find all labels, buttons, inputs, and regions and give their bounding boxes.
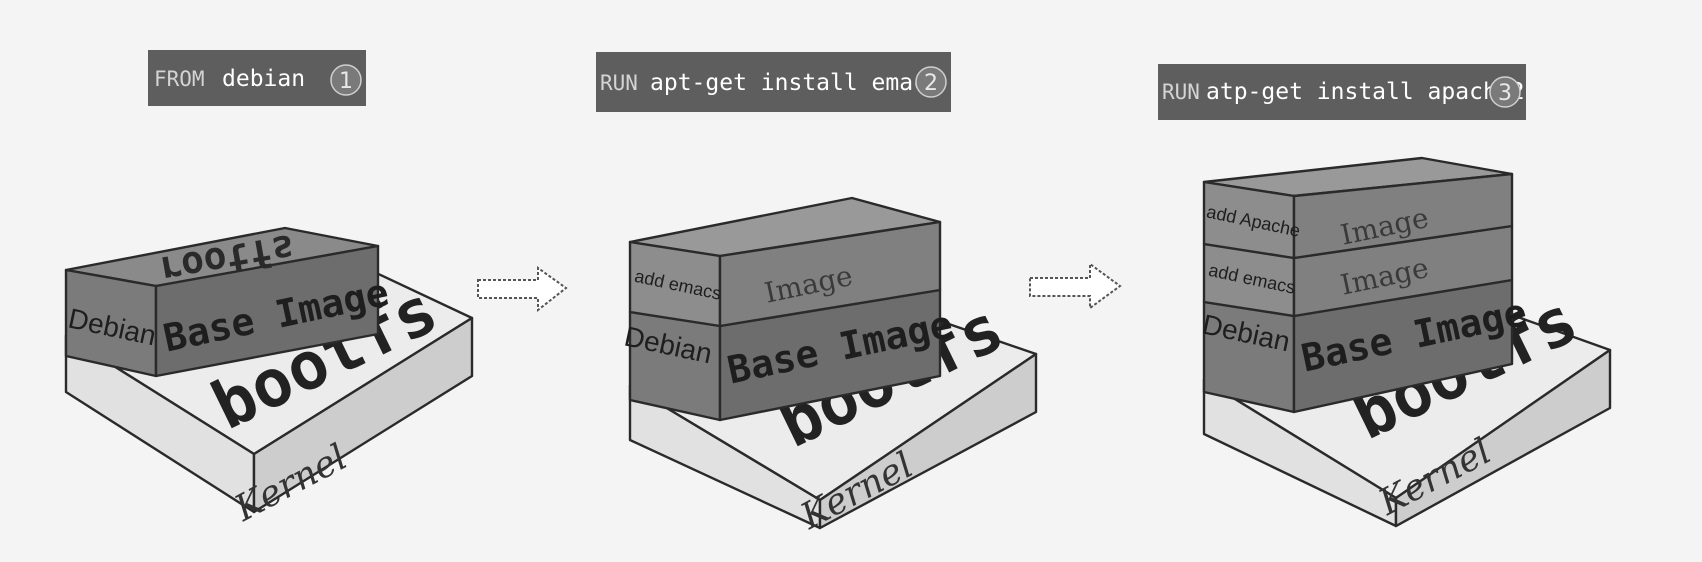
base-image-layer: Debian Base Image rootfs bbox=[64, 226, 392, 378]
command-text: atp-get install apache2 bbox=[1206, 79, 1525, 105]
stack-1: Kernel bootfs Debian Base Image rootfs bbox=[64, 226, 474, 530]
command-box-bg bbox=[1158, 64, 1526, 120]
step-number: 2 bbox=[924, 71, 938, 96]
command-keyword: RUN bbox=[1162, 80, 1200, 104]
command-box-1: FROM debian 1 bbox=[148, 50, 366, 106]
command-text: apt-get install emacs bbox=[650, 70, 941, 96]
arrow-right-icon bbox=[1029, 262, 1122, 310]
command-keyword: RUN bbox=[600, 71, 638, 95]
base-image-layer: Debian Base Image bbox=[1200, 278, 1530, 414]
step-number-badge bbox=[915, 66, 947, 98]
step-1: FROM debian 1 Kernel bootfs bbox=[64, 50, 474, 530]
emacs-image-layer: add emacs Image bbox=[628, 196, 942, 328]
step-3: RUN atp-get install apache2 3 Kernel boo… bbox=[1158, 64, 1612, 528]
step-number-badge bbox=[330, 64, 362, 96]
apache-image-layer: add Apache Image bbox=[1202, 156, 1514, 260]
command-box-bg bbox=[596, 52, 951, 112]
step-number: 1 bbox=[339, 69, 353, 94]
step-number-badge bbox=[1489, 76, 1521, 108]
command-keyword: FROM bbox=[154, 67, 205, 91]
step-number: 3 bbox=[1498, 81, 1512, 106]
stack-3: Kernel bootfs Debian Base Image bbox=[1200, 156, 1612, 528]
emacs-image-layer: add emacs Image bbox=[1202, 224, 1514, 318]
command-box-2: RUN apt-get install emacs 2 bbox=[596, 52, 951, 112]
command-text: debian bbox=[222, 66, 305, 92]
arrow-right-icon bbox=[477, 266, 568, 313]
step-2: RUN apt-get install emacs 2 Kernel bootf… bbox=[596, 52, 1038, 538]
command-box-3: RUN atp-get install apache2 3 bbox=[1158, 64, 1526, 120]
stack-2: Kernel bootfs Debian Base Image bbox=[622, 196, 1038, 538]
command-box-bg bbox=[148, 50, 366, 106]
